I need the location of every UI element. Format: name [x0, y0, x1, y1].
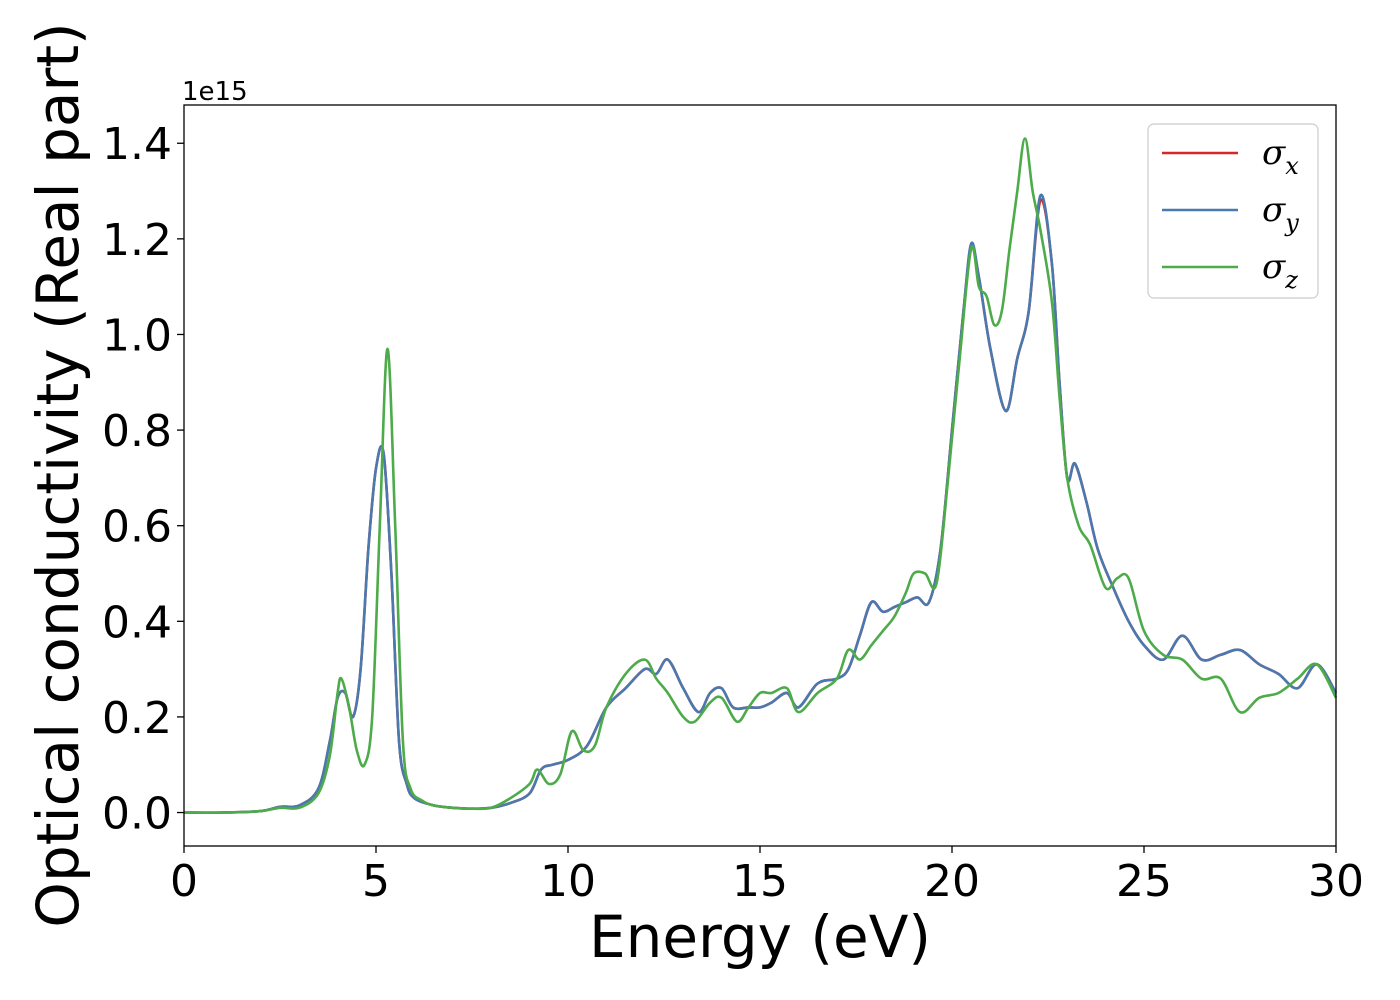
y-tick-label: 0.2	[102, 693, 172, 744]
x-axis: 0 5 10 15 20 25 30	[170, 846, 1364, 907]
y-tick-label: 0.6	[102, 502, 172, 553]
legend-label-y: σy	[1262, 190, 1299, 237]
y-tick-label: 1.0	[102, 310, 172, 361]
y-tick-label: 0.8	[102, 406, 172, 457]
x-tick-label: 0	[170, 856, 198, 907]
y-tick-label: 0.0	[102, 789, 172, 840]
x-axis-label: Energy (eV)	[589, 903, 931, 971]
x-tick-label: 30	[1308, 856, 1364, 907]
legend-label-x: σx	[1262, 133, 1299, 180]
y-tick-label: 0.4	[102, 597, 172, 648]
y-axis-label: Optical conductivity (Real part)	[24, 22, 92, 927]
legend-label-z: σz	[1262, 247, 1298, 294]
x-tick-label: 15	[732, 856, 788, 907]
y-tick-label: 1.2	[102, 215, 172, 266]
legend: σx σy σz	[1147, 123, 1319, 299]
x-tick-label: 25	[1116, 856, 1172, 907]
series-line-y	[183, 193, 1338, 814]
y-axis: 0.0 0.2 0.4 0.6 0.8 1.0 1.2 1.4	[102, 119, 184, 840]
series-lines	[183, 137, 1338, 814]
x-tick-label: 20	[924, 856, 980, 907]
y-tick-label: 1.4	[102, 119, 172, 170]
x-tick-label: 10	[540, 856, 596, 907]
y-offset-label: 1e15	[182, 77, 248, 107]
series-line-z	[183, 137, 1338, 814]
x-tick-label: 5	[362, 856, 390, 907]
